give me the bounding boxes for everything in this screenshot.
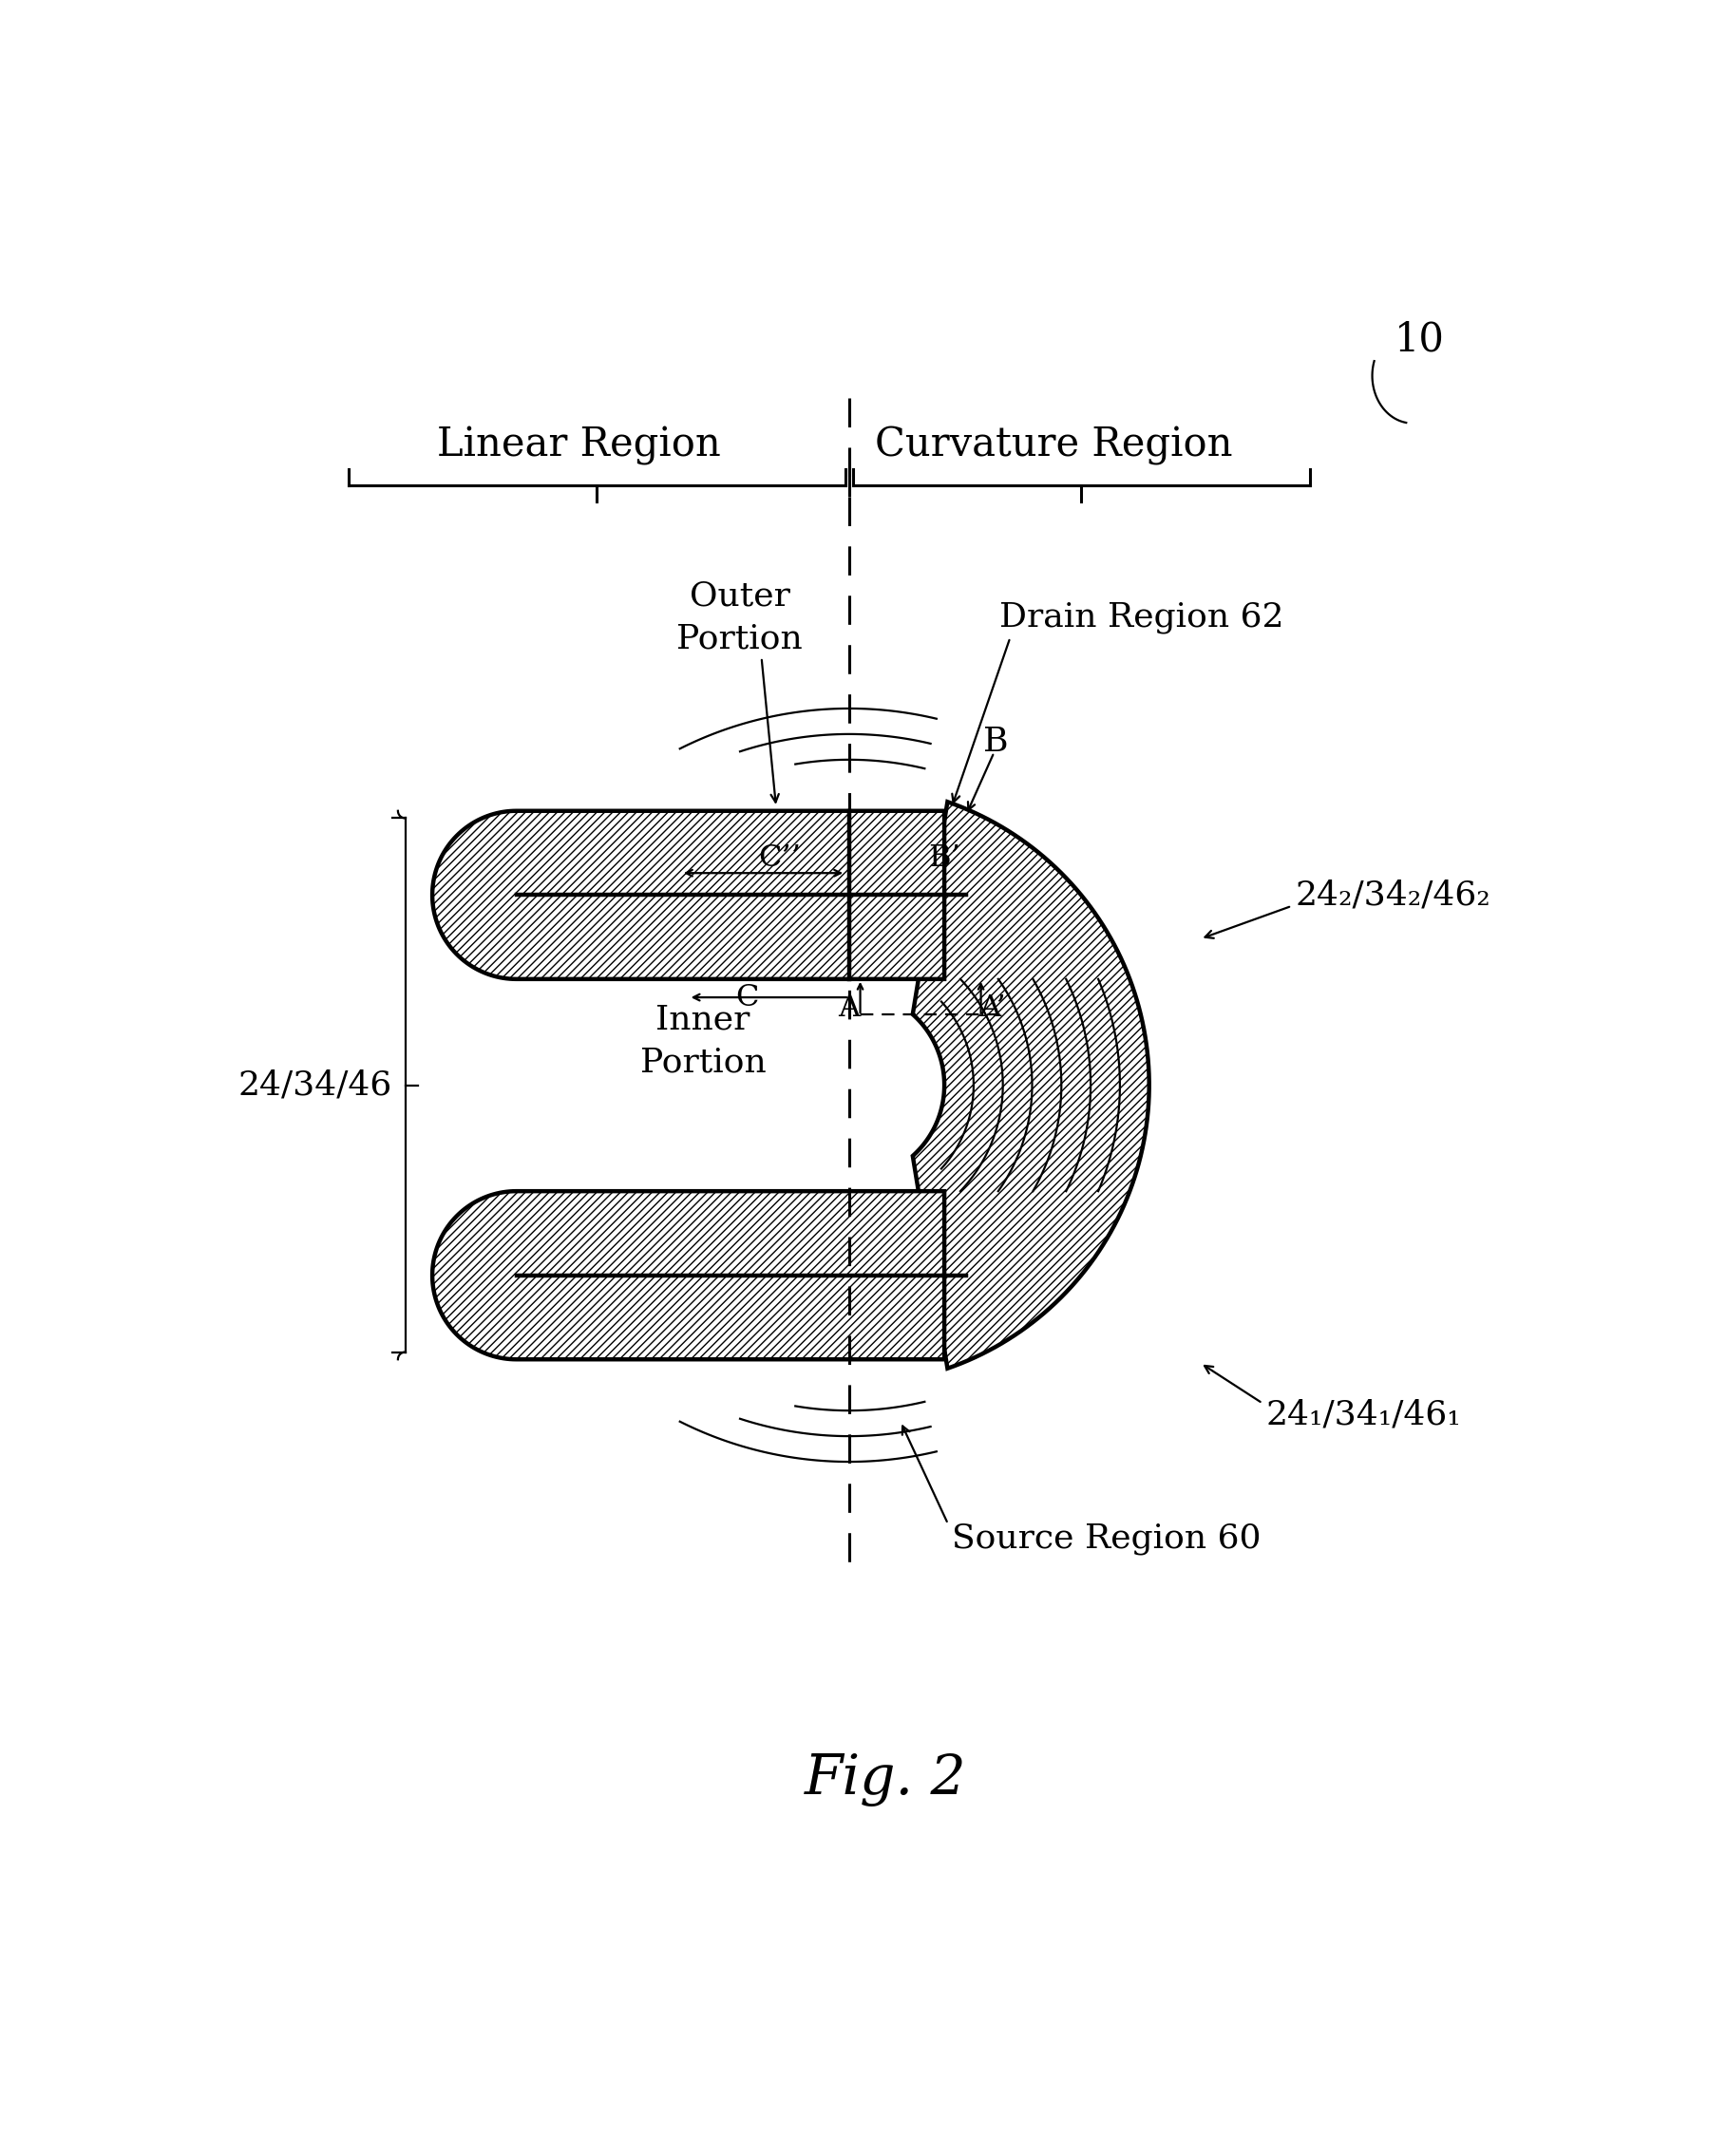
Text: B: B xyxy=(983,724,1009,757)
Polygon shape xyxy=(914,802,1148,1369)
Text: Curvature Region: Curvature Region xyxy=(876,425,1233,466)
Text: 24₁/34₁/46₁: 24₁/34₁/46₁ xyxy=(1266,1397,1461,1429)
Polygon shape xyxy=(432,1190,945,1360)
Text: Inner
Portion: Inner Portion xyxy=(641,1005,767,1078)
Text: Fig. 2: Fig. 2 xyxy=(805,1753,965,1807)
Text: 24₂/34₂/46₂: 24₂/34₂/46₂ xyxy=(1295,880,1490,912)
Text: Source Region 60: Source Region 60 xyxy=(952,1522,1261,1554)
Text: Outer
Portion: Outer Portion xyxy=(677,580,803,655)
Text: A’: A’ xyxy=(977,994,1005,1022)
Text: B’: B’ xyxy=(927,843,960,873)
Text: Linear Region: Linear Region xyxy=(437,425,720,466)
Text: 10: 10 xyxy=(1395,319,1445,360)
Polygon shape xyxy=(432,811,945,979)
Text: C: C xyxy=(736,983,758,1011)
Text: Drain Region 62: Drain Region 62 xyxy=(1000,602,1283,634)
Text: 24/34/46: 24/34/46 xyxy=(238,1069,392,1102)
Text: A: A xyxy=(838,994,860,1022)
Text: C’’: C’’ xyxy=(758,843,801,873)
